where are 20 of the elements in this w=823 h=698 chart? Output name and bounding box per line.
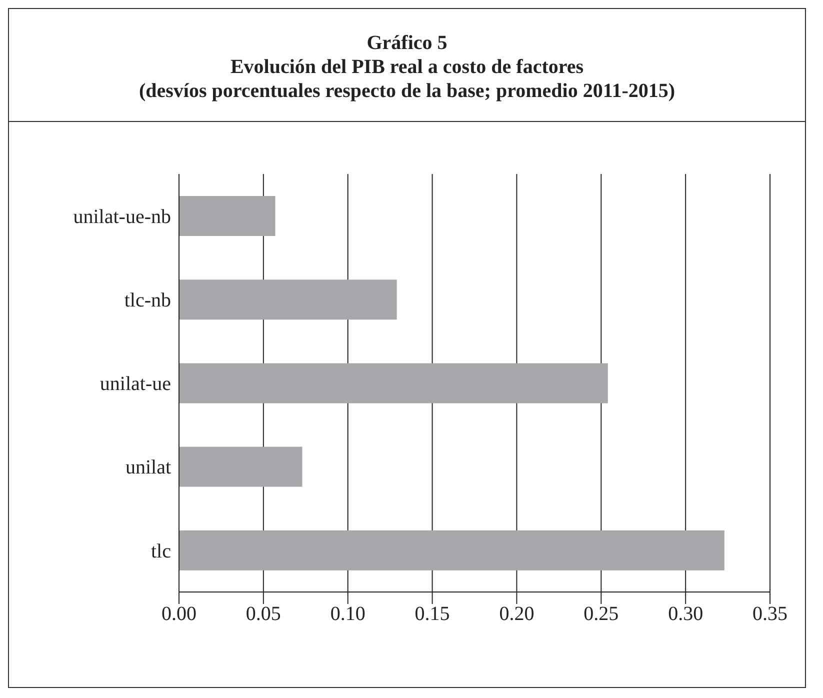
bar — [179, 363, 608, 404]
x-tick-label: 0.20 — [499, 603, 534, 626]
bar — [179, 530, 724, 570]
bar — [179, 196, 276, 236]
y-tick-label: unilat-ue — [100, 373, 172, 396]
y-tick-label: unilat — [125, 456, 172, 479]
x-tick-label: 0.15 — [414, 603, 450, 626]
x-tick-label: 0.10 — [330, 603, 366, 626]
y-tick-label: unilat-ue-nb — [73, 206, 171, 228]
y-tick-label: tlc-nb — [124, 290, 171, 312]
y-tick-label: tlc — [151, 540, 172, 562]
bar — [179, 446, 302, 487]
bar — [179, 280, 397, 320]
chart-subtitle: Evolución del PIB real a costo de factores (desvíos porcentuales respecto de la base; promedio 2011-2015) — [138, 55, 676, 103]
x-tick-label: 0.25 — [584, 603, 619, 626]
x-tick-label: 0.00 — [162, 603, 196, 626]
x-tick-label: 0.30 — [668, 603, 704, 626]
x-tick-label: 0.05 — [246, 603, 281, 626]
chart-title: Gráfico 5 — [366, 31, 448, 55]
x-tick-label: 0.35 — [752, 603, 788, 626]
